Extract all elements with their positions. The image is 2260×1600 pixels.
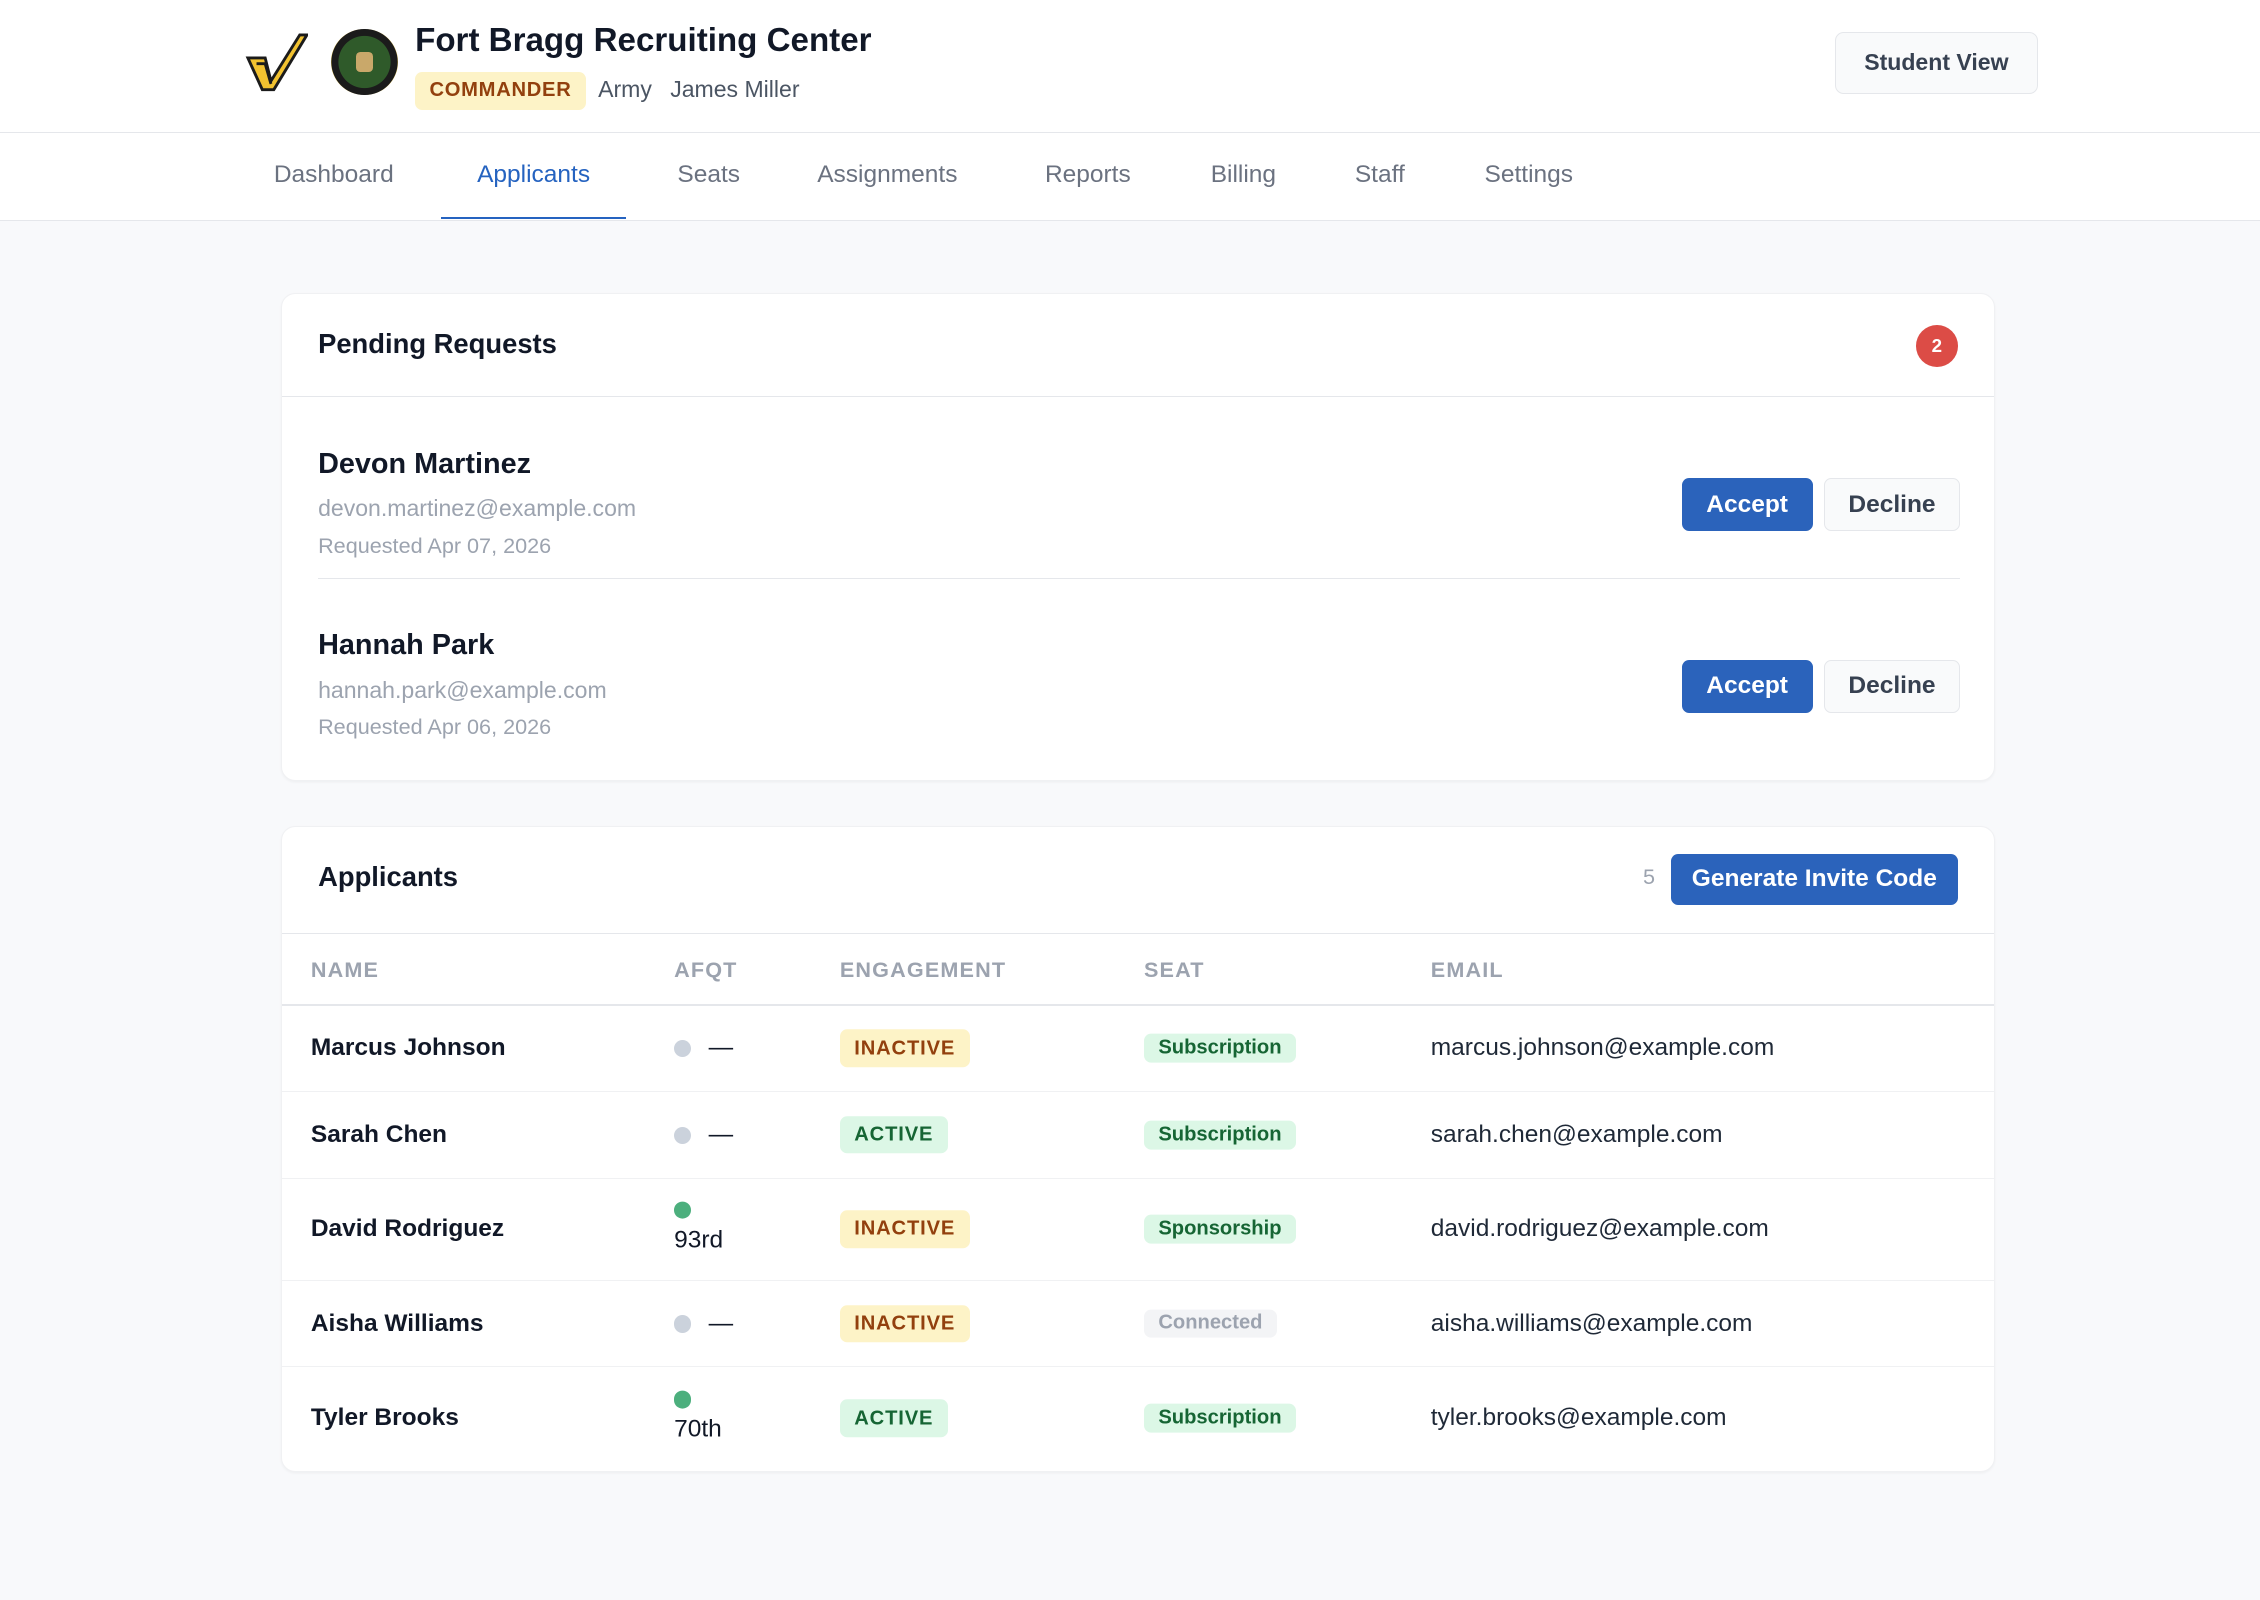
- afqt-cell: —: [674, 1310, 733, 1338]
- tab-applicants[interactable]: Applicants: [441, 133, 627, 220]
- accept-button[interactable]: Accept: [1681, 659, 1813, 713]
- table-row[interactable]: Marcus Johnson — INACTIVE Subscription m…: [282, 1006, 1994, 1093]
- applicant-email: david.rodriguez@example.com: [1430, 1215, 1769, 1243]
- column-header-name[interactable]: NAME: [310, 956, 380, 982]
- seat-badge: Subscription: [1143, 1404, 1296, 1433]
- applicant-name[interactable]: Tyler Brooks: [310, 1404, 459, 1432]
- pending-requests-card: Pending Requests 2 Devon Martinez devon.…: [281, 292, 1995, 782]
- tab-billing[interactable]: Billing: [1210, 160, 1277, 188]
- engagement-badge: INACTIVE: [839, 1029, 970, 1067]
- request-email: hannah.park@example.com: [318, 676, 607, 703]
- tab-dashboard[interactable]: Dashboard: [273, 160, 394, 188]
- branch-label: Army: [598, 76, 652, 103]
- applicant-name[interactable]: Aisha Williams: [310, 1309, 484, 1337]
- app-header: Fort Bragg Recruiting Center COMMANDER A…: [0, 0, 2260, 133]
- afqt-cell: —: [674, 1034, 733, 1062]
- afqt-status-dot-icon: [674, 1126, 692, 1144]
- request-date: Requested Apr 06, 2026: [318, 714, 552, 740]
- applicant-name[interactable]: David Rodriguez: [310, 1215, 505, 1243]
- seat-badge: Subscription: [1143, 1033, 1296, 1063]
- applicants-title: Applicants: [318, 861, 459, 893]
- accept-button[interactable]: Accept: [1681, 478, 1813, 532]
- table-row[interactable]: Aisha Williams — INACTIVE Connected aish…: [282, 1281, 1994, 1368]
- student-view-button[interactable]: Student View: [1834, 31, 2038, 94]
- afqt-value: —: [708, 1120, 734, 1148]
- column-header-seat[interactable]: SEAT: [1143, 956, 1205, 982]
- main-nav: Dashboard Applicants Seats Assignments Repor…: [0, 132, 2260, 221]
- pending-request-item: Hannah Park hannah.park@example.com Requ…: [318, 579, 1960, 781]
- decline-button[interactable]: Decline: [1824, 478, 1960, 532]
- afqt-status-dot-icon: [674, 1391, 692, 1409]
- afqt-cell: —: [674, 1121, 733, 1149]
- role-badge: COMMANDER: [415, 72, 586, 110]
- request-date: Requested Apr 07, 2026: [318, 532, 552, 558]
- tab-settings[interactable]: Settings: [1484, 160, 1574, 188]
- engagement-badge: ACTIVE: [839, 1399, 948, 1438]
- applicant-email: marcus.johnson@example.com: [1430, 1034, 1775, 1062]
- column-header-engagement[interactable]: ENGAGEMENT: [839, 956, 1007, 982]
- pending-count-badge: 2: [1915, 325, 1958, 368]
- column-header-email[interactable]: EMAIL: [1430, 956, 1504, 982]
- applicant-name[interactable]: Sarah Chen: [310, 1120, 448, 1148]
- generate-invite-code-button[interactable]: Generate Invite Code: [1670, 854, 1958, 905]
- seat-badge: Subscription: [1143, 1120, 1296, 1150]
- column-header-afqt[interactable]: AFQT: [674, 956, 738, 982]
- checkmark-logo-icon: [245, 33, 309, 91]
- tab-seats[interactable]: Seats: [677, 160, 741, 188]
- table-row[interactable]: David Rodriguez 93rd INACTIVE Sponsorshi…: [282, 1179, 1994, 1281]
- engagement-badge: ACTIVE: [839, 1116, 948, 1154]
- afqt-status-dot-icon: [674, 1040, 692, 1058]
- tab-assignments[interactable]: Assignments: [817, 160, 958, 188]
- applicant-email: aisha.williams@example.com: [1430, 1309, 1753, 1337]
- request-name: Devon Martinez: [318, 447, 532, 480]
- applicant-email: tyler.brooks@example.com: [1430, 1404, 1727, 1432]
- engagement-badge: INACTIVE: [839, 1304, 970, 1343]
- applicant-email: sarah.chen@example.com: [1430, 1120, 1723, 1148]
- decline-button[interactable]: Decline: [1824, 659, 1960, 713]
- tab-reports[interactable]: Reports: [1044, 160, 1131, 188]
- applicants-count: 5: [1643, 864, 1656, 890]
- applicants-card: Applicants 5 Generate Invite Code NAME AF…: [281, 825, 1995, 1472]
- us-army-seal-icon: [331, 28, 398, 96]
- afqt-status-dot-icon: [674, 1201, 692, 1219]
- org-title: Fort Bragg Recruiting Center: [415, 21, 872, 59]
- table-row[interactable]: Sarah Chen — ACTIVE Subscription sarah.c…: [282, 1092, 1994, 1179]
- pending-request-item: Devon Martinez devon.martinez@example.co…: [318, 397, 1960, 579]
- seat-badge: Sponsorship: [1143, 1214, 1296, 1244]
- afqt-value: —: [708, 1309, 734, 1337]
- afqt-cell: 70th: [674, 1391, 722, 1446]
- engagement-badge: INACTIVE: [839, 1210, 970, 1248]
- afqt-cell: 93rd: [674, 1201, 724, 1257]
- afqt-value: —: [708, 1034, 734, 1062]
- table-header: NAME AFQT ENGAGEMENT SEAT EMAIL: [282, 934, 1994, 1006]
- afqt-value: 70th: [674, 1416, 722, 1444]
- applicant-name[interactable]: Marcus Johnson: [310, 1034, 506, 1062]
- request-email: devon.martinez@example.com: [318, 495, 637, 522]
- table-row[interactable]: Tyler Brooks 70th ACTIVE Subscription ty…: [282, 1367, 1994, 1469]
- tab-staff[interactable]: Staff: [1354, 160, 1405, 188]
- afqt-status-dot-icon: [674, 1315, 692, 1333]
- user-name: James Miller: [670, 76, 800, 103]
- pending-requests-title: Pending Requests: [318, 328, 557, 360]
- afqt-value: 93rd: [674, 1226, 724, 1254]
- seat-badge: Connected: [1143, 1309, 1277, 1338]
- request-name: Hannah Park: [318, 629, 495, 662]
